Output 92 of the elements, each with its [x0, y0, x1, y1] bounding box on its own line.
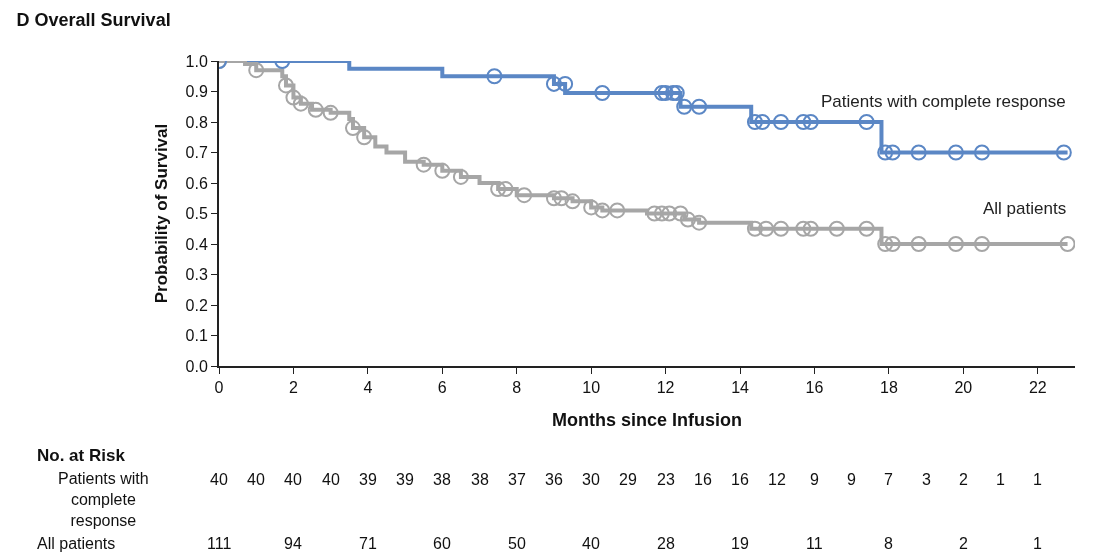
point [356, 129, 373, 146]
y-tick-label: 0.8 [185, 113, 208, 131]
point [877, 144, 894, 161]
point [307, 101, 324, 118]
point [594, 202, 611, 219]
point [795, 114, 812, 130]
point [746, 220, 763, 237]
point [884, 144, 901, 161]
point [858, 220, 875, 237]
point [609, 202, 626, 219]
point [877, 236, 894, 252]
y-tick-label: 0.6 [185, 174, 208, 192]
point [553, 190, 570, 207]
y-axis-title: Probability of Survival [151, 123, 171, 304]
point [557, 75, 574, 92]
point [594, 85, 611, 102]
point [646, 205, 663, 222]
point [486, 68, 503, 85]
x-tick-label: 22 [1028, 379, 1047, 397]
y-tick-label: 0.9 [185, 83, 208, 101]
point [452, 168, 469, 185]
text: 111 94 71 60 50 40 28 19 11 8 2 1 [207, 535, 1042, 552]
point [583, 199, 600, 216]
x-tick-label: 14 [731, 379, 750, 397]
chart-title: D Overall Survival [16, 9, 171, 30]
text: All patients [37, 535, 116, 552]
point [344, 120, 361, 137]
point [657, 85, 674, 102]
point [679, 211, 696, 228]
point [1059, 236, 1075, 252]
series-label: Patients with complete response [821, 92, 1066, 111]
y-tick-label: 0.1 [185, 327, 208, 345]
x-tick-label: 8 [512, 379, 522, 397]
x-tick-label: 12 [656, 379, 675, 397]
point [973, 236, 990, 252]
point [653, 85, 670, 102]
point [248, 62, 265, 79]
point [434, 162, 451, 179]
point [564, 193, 581, 210]
point [858, 114, 875, 130]
point [292, 95, 309, 112]
point [802, 220, 819, 237]
y-tick-label: 0.0 [185, 357, 208, 375]
y-tick-label: 0.3 [185, 266, 208, 284]
point [973, 144, 990, 161]
point [661, 205, 678, 222]
point [285, 89, 302, 106]
x-tick-label: 2 [288, 379, 298, 397]
point [828, 220, 845, 237]
y-tick-label: 0.4 [185, 235, 208, 253]
y-tick-label: 0.2 [185, 296, 208, 314]
point [746, 114, 763, 130]
x-tick-label: 0 [214, 379, 224, 397]
point [772, 220, 789, 237]
point [947, 144, 964, 161]
point [691, 214, 708, 231]
point [322, 104, 339, 121]
point [545, 75, 562, 92]
x-tick-label: 10 [582, 379, 601, 397]
x-tick-label: 6 [437, 379, 447, 397]
series-label: All patients [983, 199, 1067, 218]
y-tick-label: 0.7 [185, 144, 208, 162]
point [910, 144, 927, 161]
x-tick-label: 16 [805, 379, 824, 397]
point [490, 181, 507, 198]
point [1055, 144, 1072, 161]
point [676, 98, 693, 115]
y-tick-label: 1.0 [185, 52, 208, 70]
point [758, 220, 775, 237]
point [772, 114, 789, 130]
text: Patients with complete response [58, 470, 149, 529]
point [884, 236, 901, 252]
x-tick-label: 4 [363, 379, 373, 397]
point [795, 220, 812, 237]
y-tick-label: 0.5 [185, 205, 208, 223]
point [910, 236, 927, 252]
point [653, 205, 670, 222]
point [415, 156, 432, 173]
point [516, 187, 533, 204]
point [672, 205, 689, 222]
point [545, 190, 562, 207]
point [947, 236, 964, 252]
point [497, 181, 514, 198]
x-axis-title: Months since Infusion [551, 409, 743, 430]
point [278, 77, 294, 94]
point [691, 98, 708, 115]
x-tick-label: 20 [954, 379, 973, 397]
x-tick-label: 18 [880, 379, 898, 397]
text: 40 40 40 40 39 39 38 38 37 36 30 29 23 16 16 12 9 9 7 3 2 1 1 [210, 471, 1042, 488]
point [754, 114, 771, 130]
point [802, 114, 819, 130]
text: No. at Risk [37, 446, 126, 465]
